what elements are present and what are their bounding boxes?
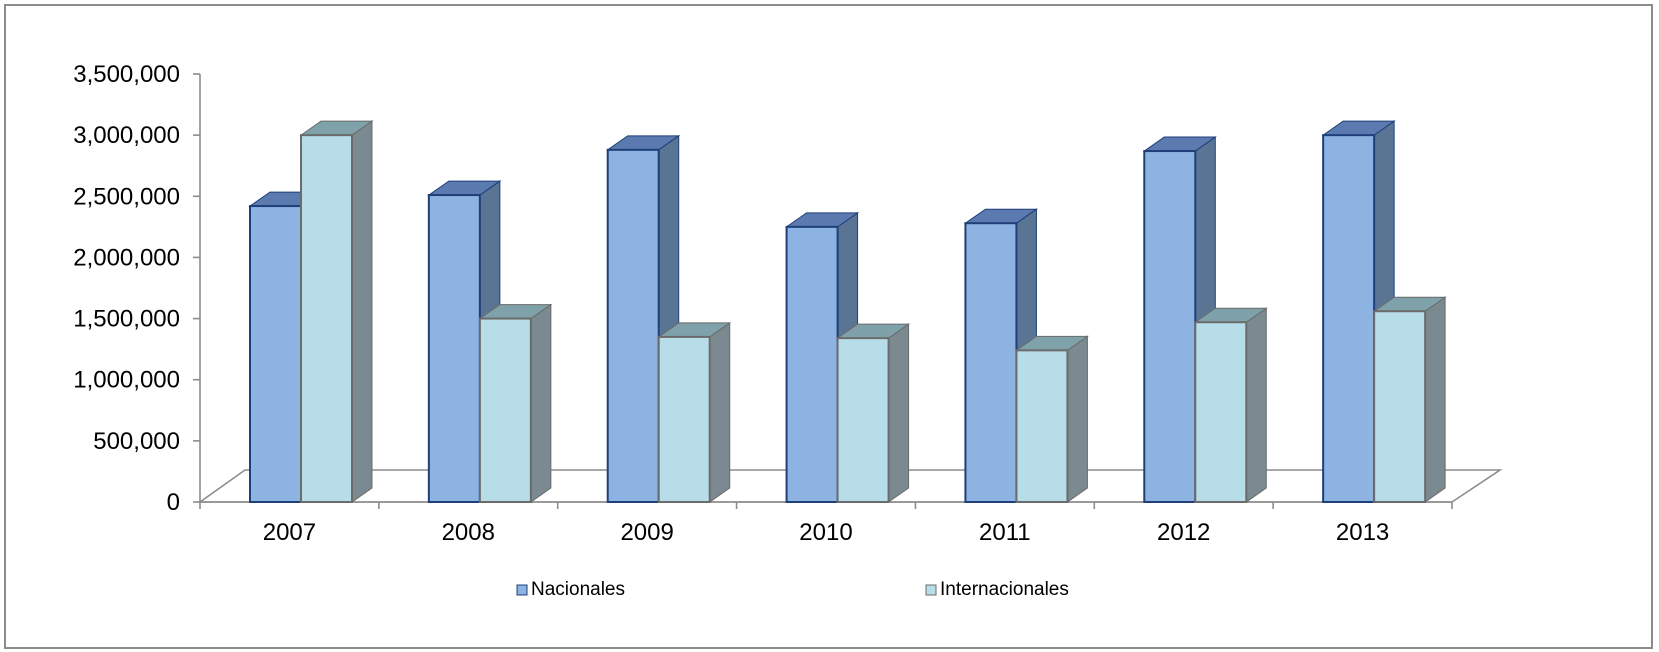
bar-internacionales-2007-side [351,120,373,503]
bar-internacionales-2007-front [300,134,353,503]
bar-nacionales-2010-front [785,225,839,503]
bar-internacionales-2013 [1372,296,1447,503]
bar-internacionales-2010-front [836,337,890,503]
x-tick-label: 2010 [799,519,852,546]
y-tick-label: 0 [167,489,180,516]
bar-internacionales-2013-side [1424,296,1446,503]
chart-bars [248,120,1447,504]
x-tick-label: 2008 [442,519,495,546]
bar-internacionales-2008-side [530,303,552,503]
y-tick-label: 2,500,000 [73,183,180,210]
bar-internacionales-2011-side [1066,335,1088,503]
y-tick-label: 3,000,000 [73,122,180,149]
bar-internacionales-2012-front [1194,321,1248,503]
bar-internacionales-2009 [657,321,732,503]
bar-internacionales-2007 [299,120,374,503]
bar-nacionales-2012-front [1143,150,1197,503]
bar-nacionales-2013-front [1322,134,1376,503]
bar-internacionales-2010-side [888,323,910,503]
bar-internacionales-2009-side [709,321,731,503]
y-tick-label: 2,000,000 [73,244,180,271]
chart-axes: 0 500,000 1,000,000 1,500,000 2,000,000 2,500… [73,61,1453,546]
bar-nacionales-2007-front [249,205,302,503]
legend-label-nacionales: Nacionales [531,579,625,600]
bar-internacionales-2008 [478,303,553,504]
bar-nacionales-2011-front [964,222,1018,503]
bar-internacionales-2011 [1014,335,1090,504]
bar-internacionales-2012 [1193,307,1268,503]
bar-internacionales-2010 [835,323,911,503]
x-tick-label: 2009 [620,519,673,546]
y-tick-label: 500,000 [93,428,180,455]
bar-internacionales-2009-front [657,335,711,503]
y-tick-label: 3,500,000 [73,61,180,88]
chart-legend: Nacionales Internacionales [516,579,1069,600]
x-tick-label: 2013 [1336,519,1389,546]
y-tick-label: 1,500,000 [73,306,180,333]
legend-label-internacionales: Internacionales [940,579,1069,600]
bar-internacionales-2008-front [478,317,532,504]
bar-nacionales-2008-front [427,194,481,503]
bar-internacionales-2011-front [1015,349,1069,504]
bar-internacionales-2012-side [1245,307,1267,503]
x-tick-label: 2012 [1157,519,1210,546]
x-tick-label: 2007 [263,519,316,546]
bar-internacionales-2013-front [1373,310,1427,503]
x-tick-label: 2011 [979,519,1031,546]
legend-swatch-nacionales [516,584,528,596]
bar-nacionales-2009-front [606,148,660,503]
y-tick-label: 1,000,000 [73,367,180,394]
legend-swatch-internacionales [925,584,937,596]
